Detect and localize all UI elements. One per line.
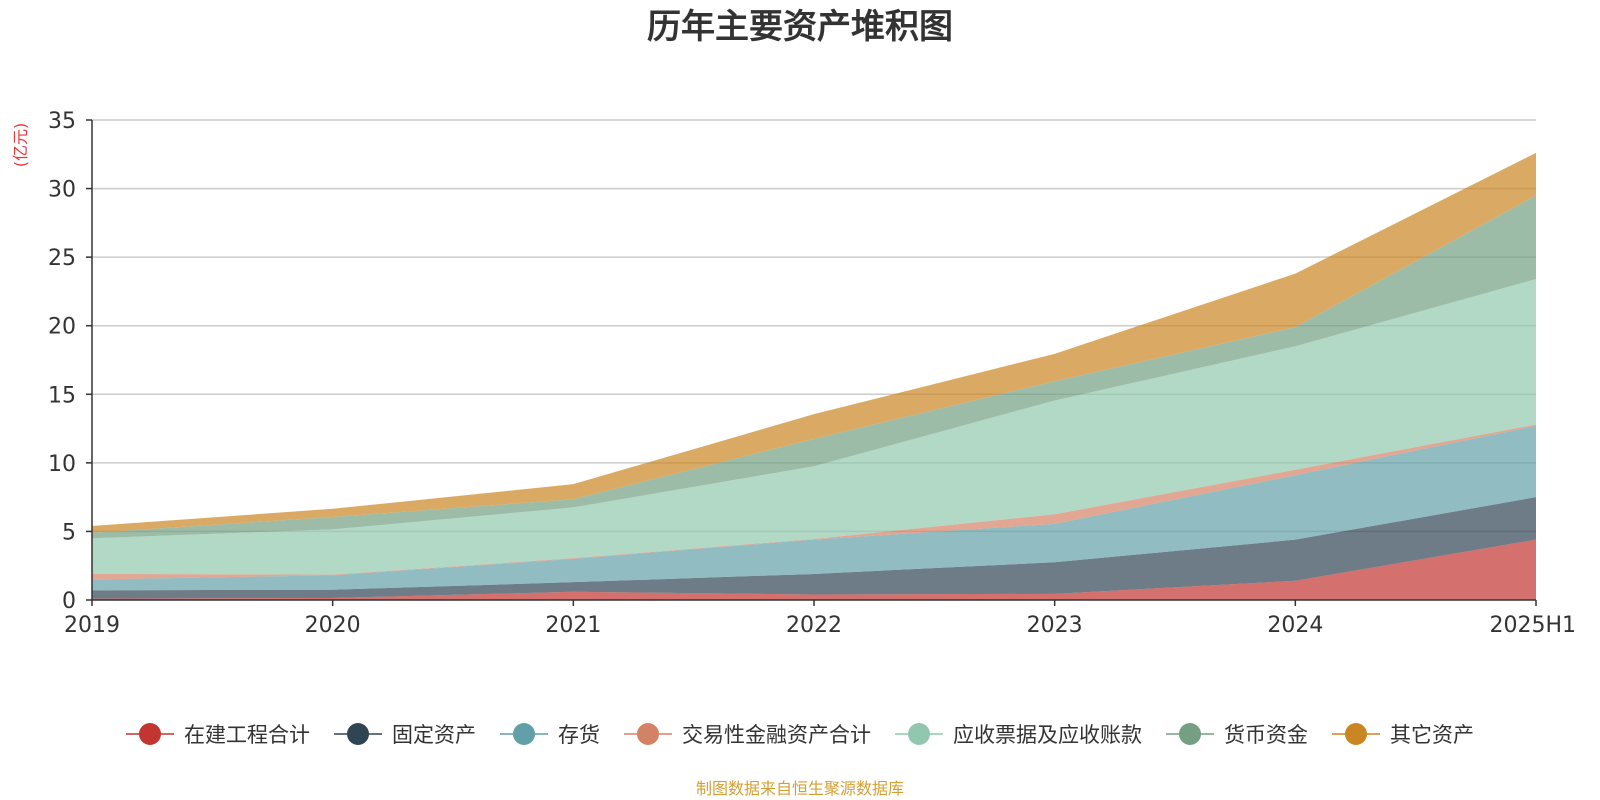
y-tick-label: 30 — [48, 178, 76, 203]
legend-label: 在建工程合计 — [184, 723, 310, 747]
y-tick-label: 35 — [48, 109, 76, 134]
legend: 在建工程合计 固定资产 存货 交易性金融资产合计 应收票据及应收账款 货币资金 其它资产 — [126, 723, 1474, 747]
x-tick-label: 2022 — [786, 613, 842, 638]
x-tick-label: 2019 — [64, 613, 120, 638]
legend-label: 其它资产 — [1390, 723, 1474, 747]
y-axis-unit-label: (亿元) — [11, 123, 30, 168]
legend-label: 固定资产 — [392, 723, 476, 747]
y-tick-label: 10 — [48, 452, 76, 477]
source-note: 制图数据来自恒生聚源数据库 — [696, 779, 904, 798]
legend-circle-icon — [347, 723, 369, 745]
legend-item-应收票据及应收账款[interactable]: 应收票据及应收账款 — [895, 723, 1142, 747]
legend-item-存货[interactable]: 存货 — [500, 723, 600, 747]
legend-item-固定资产[interactable]: 固定资产 — [334, 723, 476, 747]
x-tick-label: 2025H1 — [1489, 613, 1576, 638]
chart-title: 历年主要资产堆积图 — [647, 7, 953, 47]
legend-circle-icon — [513, 723, 535, 745]
axes: 0 5 10 15 20 25 30 35 2019 2020 2021 2022 2023 2024 20… — [48, 109, 1576, 638]
y-tick-label: 15 — [48, 383, 76, 408]
legend-circle-icon — [637, 723, 659, 745]
legend-label: 货币资金 — [1224, 723, 1308, 747]
x-tick-label: 2020 — [305, 613, 361, 638]
y-tick-label: 5 — [62, 520, 76, 545]
legend-label: 交易性金融资产合计 — [682, 723, 871, 747]
y-tick-label: 25 — [48, 246, 76, 271]
legend-item-在建工程合计[interactable]: 在建工程合计 — [126, 723, 310, 747]
y-tick-label: 0 — [62, 589, 76, 614]
legend-circle-icon — [908, 723, 930, 745]
gridlines — [92, 119, 1536, 533]
area-series-应收票据及应收账款 — [92, 279, 1536, 575]
area-series-固定资产 — [92, 497, 1536, 599]
legend-item-交易性金融资产合计[interactable]: 交易性金融资产合计 — [624, 723, 871, 747]
legend-item-其它资产[interactable]: 其它资产 — [1332, 723, 1474, 747]
legend-item-货币资金[interactable]: 货币资金 — [1166, 723, 1308, 747]
x-tick-label: 2021 — [545, 613, 601, 638]
area-series-在建工程合计 — [92, 539, 1536, 600]
legend-circle-icon — [1179, 723, 1201, 745]
x-tick-label: 2023 — [1027, 613, 1083, 638]
area-series — [92, 152, 1536, 600]
y-tick-label: 20 — [48, 315, 76, 340]
legend-circle-icon — [139, 723, 161, 745]
legend-label: 存货 — [558, 723, 600, 747]
legend-label: 应收票据及应收账款 — [953, 723, 1142, 747]
area-series-存货 — [92, 425, 1536, 591]
x-tick-label: 2024 — [1267, 613, 1323, 638]
legend-circle-icon — [1345, 723, 1367, 745]
